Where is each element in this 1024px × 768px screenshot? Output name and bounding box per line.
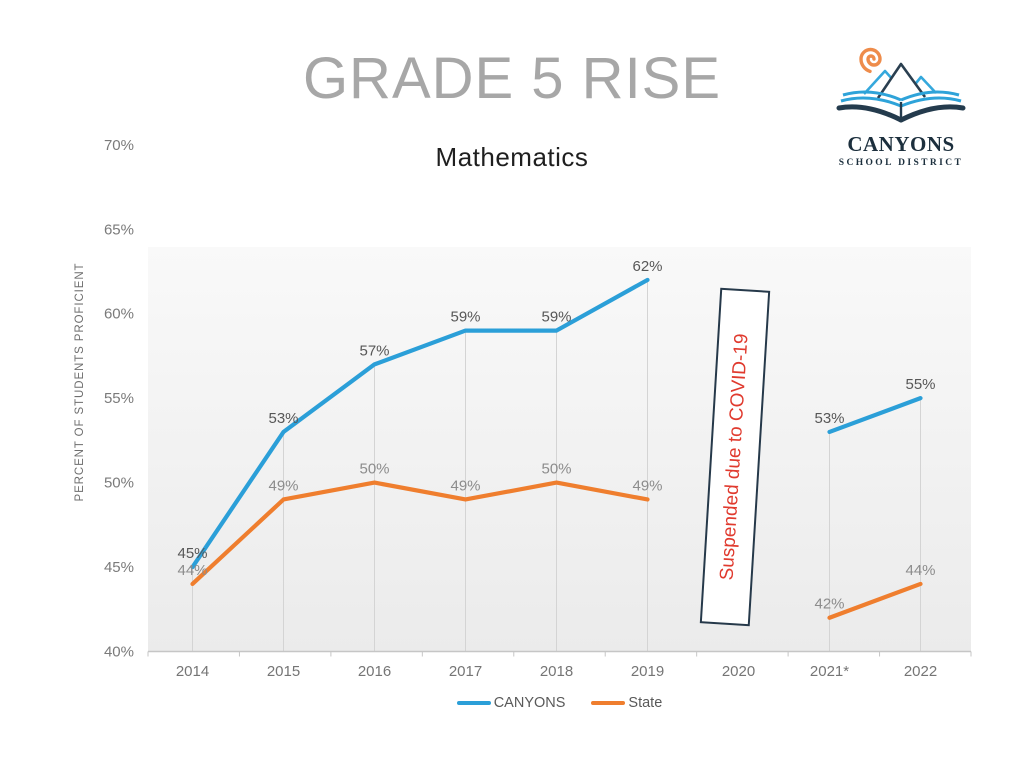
chart-title: Mathematics [435,142,589,172]
data-label: 53% [814,410,844,427]
x-tick-label: 2020 [722,663,755,680]
data-label: 59% [541,309,571,326]
covid-annotation-text: Suspended due to COVID-19 [716,332,753,581]
y-tick-label: 55% [104,390,134,407]
x-tick-label: 2014 [176,663,209,680]
sun-spiral-icon [859,47,882,74]
series-line-state [190,480,650,587]
data-label: 55% [905,376,935,393]
data-label: 49% [632,477,662,494]
page-title: GRADE 5 RISE [302,46,722,111]
legend: CANYONS State [148,692,971,714]
logo-graphic [836,47,966,123]
logo-subtitle: SCHOOL DISTRICT [838,158,964,168]
data-label: 42% [814,596,844,613]
data-label: 49% [450,477,480,494]
x-tick-label: 2015 [267,663,300,680]
y-tick-label: 45% [104,559,134,576]
data-label: 59% [450,309,480,326]
y-tick-label: 65% [104,221,134,238]
center-mountain-icon [876,62,927,99]
y-tick-label: 70% [104,137,134,154]
x-tick-label: 2022 [904,663,937,680]
data-label: 50% [359,461,389,478]
plot-area [148,247,971,652]
data-label: 53% [268,410,298,427]
data-label: 44% [177,562,207,579]
data-labels: 45% 53% 57% 59% 59% 62% 53% 55% 44% 49% 50% 49% 50% 4… [177,258,935,613]
y-tick-label: 60% [104,306,134,323]
series-line-state [827,581,923,620]
data-label: 62% [632,258,662,275]
series-line-canyons [827,396,923,435]
x-tick-label: 2021* [810,663,849,680]
data-series [190,277,923,620]
state-line-swatch [591,701,626,705]
series-line-canyons [190,277,650,570]
legend-label-canyons: CANYONS [493,695,566,711]
data-label: 44% [905,562,935,579]
x-tick-label: 2017 [449,663,482,680]
open-book-icon [836,90,966,123]
y-axis-ticks: 40% 45% 50% 55% 60% 65% 70% [104,137,134,661]
data-label: 57% [359,342,389,359]
x-tick-label: 2018 [540,663,573,680]
canyons-line-swatch [456,701,491,705]
legend-item-state: State [591,695,662,711]
data-label: 50% [541,461,571,478]
district-logo: CANYONS SCHOOL DISTRICT [833,36,969,168]
gridlines [147,279,972,657]
x-tick-label: 2019 [631,663,664,680]
y-tick-label: 50% [104,475,134,492]
data-label: 49% [268,477,298,494]
legend-label-state: State [628,695,663,711]
y-tick-label: 40% [104,644,134,661]
logo-name: CANYONS [847,132,955,156]
x-tick-label: 2016 [358,663,391,680]
x-axis-ticks: 2014 2015 2016 2017 2018 2019 2020 2021* 2022 [176,663,937,680]
data-label: 45% [177,545,207,562]
legend-item-canyons: CANYONS [456,695,566,711]
